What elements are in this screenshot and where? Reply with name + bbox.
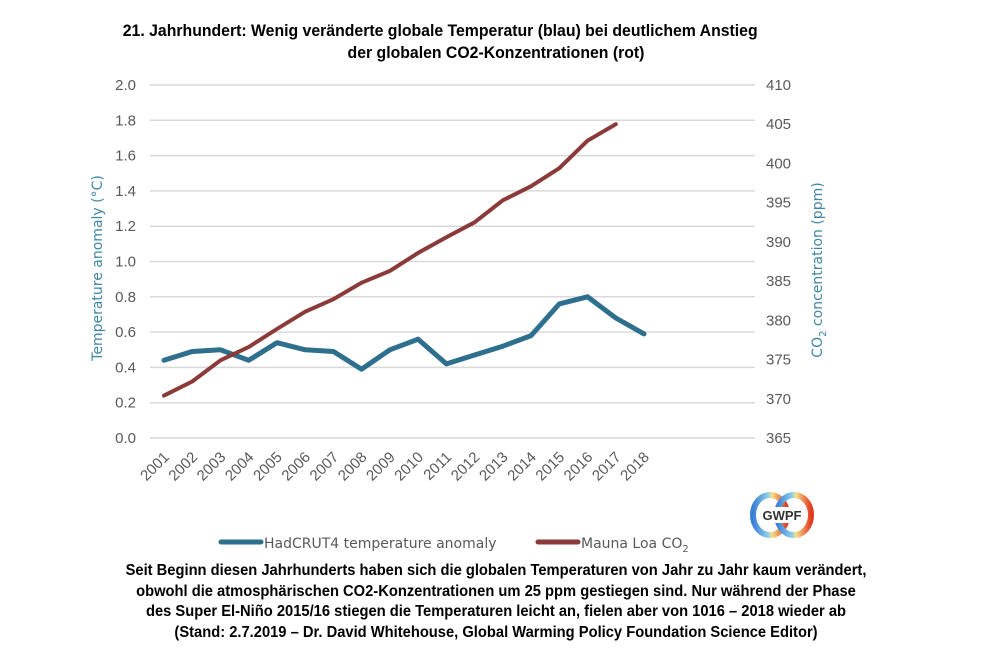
legend: HadCRUT4 temperature anomaly Mauna Loa CO…	[218, 536, 689, 555]
y-tick-label: 2.0	[115, 77, 136, 94]
y2-tick-label: 385	[766, 273, 791, 290]
x-tick-label: 2017	[589, 449, 625, 485]
caption-line: des Super El-Niño 2015/16 stiegen die Te…	[145, 603, 847, 620]
gridlines	[150, 84, 755, 439]
y2-tick-label: 400	[766, 155, 791, 172]
x-tick-label: 2010	[391, 449, 427, 485]
x-tick-label: 2015	[533, 449, 569, 485]
series-line-co2	[162, 122, 618, 398]
x-tick-label: 2011	[420, 449, 455, 484]
y2-tick-label: 370	[766, 391, 791, 408]
gwpf-logo-icon: GWPF	[750, 492, 814, 538]
x-tick-label: 2004	[222, 449, 258, 485]
x-tick-label: 2018	[617, 449, 653, 485]
x-tick-label: 2001	[137, 449, 173, 485]
y2-tick-label: 390	[766, 234, 791, 251]
logo-text: GWPF	[763, 508, 802, 523]
y2-tick-label: 410	[766, 77, 791, 94]
y-axis-left-title: Temperature anomaly (°C)	[90, 175, 106, 362]
caption-line: Seit Beginn diesen Jahrhunderts haben si…	[125, 562, 867, 579]
x-tick-label: 2014	[504, 449, 540, 485]
legend-label: HadCRUT4 temperature anomaly	[264, 536, 497, 552]
y2-tick-label: 395	[766, 195, 791, 212]
y2-tick-label: 375	[766, 352, 791, 369]
y-tick-label: 1.6	[115, 148, 136, 165]
y-tick-label: 1.0	[115, 254, 136, 271]
x-tick-label: 2007	[307, 449, 343, 485]
x-tick-label: 2003	[194, 449, 230, 485]
x-tick-label: 2002	[165, 449, 201, 485]
y-tick-label: 1.2	[115, 218, 136, 235]
x-tick-label: 2013	[476, 449, 512, 485]
y-tick-label: 0.4	[115, 359, 136, 376]
y-axis-left-ticks: 0.0 0.2 0.4 0.6 0.8 1.0 1.2 1.4 1.6 1.8 2.0	[115, 77, 136, 447]
title-line-2: der globalen CO2-Konzentrationen (rot)	[347, 43, 645, 62]
y2-tick-label: 405	[766, 116, 791, 133]
y-tick-label: 0.6	[115, 324, 136, 341]
caption-line: obwohl die atmosphärischen CO2-Konzentra…	[136, 582, 856, 600]
x-tick-label: 2008	[335, 449, 371, 485]
y-tick-label: 0.8	[115, 289, 136, 306]
y2-tick-label: 365	[766, 430, 791, 447]
y-axis-right-title: CO2 concentration (ppm)	[810, 182, 829, 357]
y-tick-label: 0.2	[115, 395, 136, 412]
chart-title: 21. Jahrhundert: Wenig veränderte global…	[35, 20, 958, 64]
y2-tick-label: 380	[766, 312, 791, 329]
series-line-temperature	[161, 294, 647, 372]
x-tick-label: 2012	[448, 449, 484, 485]
legend-label: Mauna Loa CO2	[581, 536, 689, 555]
y-tick-label: 0.0	[115, 430, 136, 447]
caption: Seit Beginn diesen Jahrhunderts haben si…	[0, 561, 992, 643]
x-tick-label: 2005	[250, 449, 286, 485]
x-tick-label: 2006	[278, 449, 314, 485]
series-lines	[161, 122, 647, 398]
x-tick-label: 2009	[363, 449, 399, 485]
x-tick-label: 2016	[561, 449, 597, 485]
y-tick-label: 1.8	[115, 112, 136, 129]
title-line-1: 21. Jahrhundert: Wenig veränderte global…	[122, 21, 758, 40]
y-tick-label: 1.4	[115, 183, 136, 200]
y-axis-right-ticks: 365 370 375 380 385 390 395 400 405 410	[766, 77, 791, 447]
x-axis-ticks: 2001200220032004200520062007200820092010…	[137, 449, 653, 485]
caption-line: (Stand: 2.7.2019 – Dr. David Whitehouse,…	[174, 623, 818, 641]
